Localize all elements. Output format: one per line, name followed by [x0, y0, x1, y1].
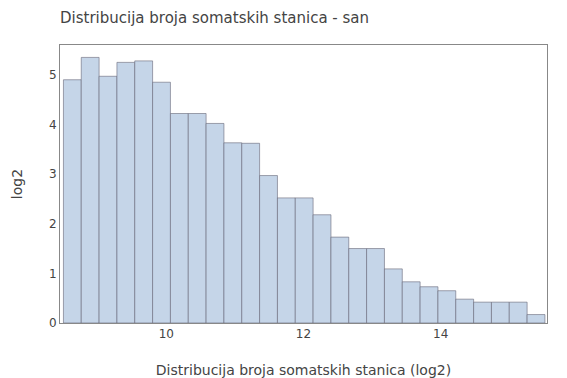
svg-text:3: 3	[49, 167, 57, 181]
svg-text:12: 12	[296, 327, 311, 341]
svg-text:5: 5	[49, 68, 57, 82]
svg-text:0: 0	[49, 316, 57, 330]
svg-text:Distribucija broja somatskih s: Distribucija broja somatskih stanica (lo…	[156, 362, 451, 378]
svg-text:1: 1	[49, 267, 57, 281]
svg-text:14: 14	[433, 327, 448, 341]
svg-text:2: 2	[49, 217, 57, 231]
svg-text:4: 4	[49, 118, 57, 132]
svg-text:10: 10	[159, 327, 174, 341]
svg-text:log2: log2	[9, 169, 25, 199]
svg-text:Distribucija broja somatskih s: Distribucija broja somatskih stanica - s…	[60, 9, 369, 27]
